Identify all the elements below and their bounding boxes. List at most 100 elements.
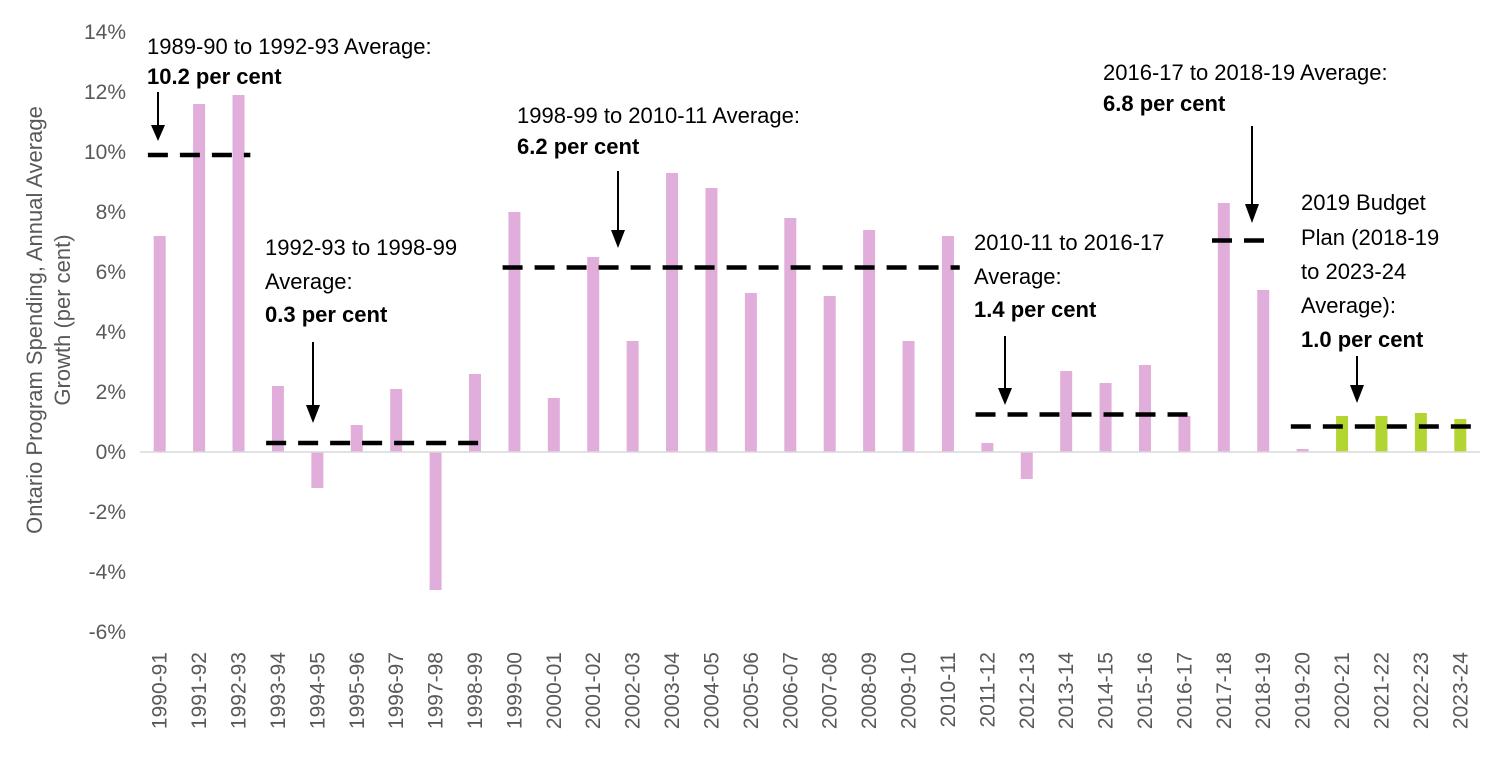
annotation-1989-93-value: 10.2 per cent (147, 64, 282, 89)
bar-2016-17 (1178, 416, 1191, 452)
bar-1995-96 (350, 425, 363, 452)
annotation-1998-2011-text: 1998-99 to 2010-11 Average: (517, 103, 800, 128)
annotation-2010-17: 2010-11 to 2016-17 Average: 1.4 per cent (974, 230, 1164, 405)
x-tick-label: 1999-00 (503, 652, 526, 729)
bar-2012-13 (1020, 452, 1033, 479)
y-tick-label: 0% (96, 441, 126, 464)
down-arrow-icon (998, 336, 1012, 405)
y-axis-title-line-1: Ontario Program Spending, Annual Average (22, 106, 47, 534)
bar-2001-02 (587, 257, 600, 452)
bar-2005-06 (744, 293, 757, 452)
bar-1991-92 (193, 104, 206, 452)
y-tick-label: 4% (96, 321, 126, 344)
bar-1999-00 (508, 212, 521, 452)
bar-2006-07 (784, 218, 797, 452)
bar-1992-93 (232, 95, 245, 452)
annotation-2019-budget-line-1: 2019 Budget (1301, 190, 1426, 215)
bar-2019-20 (1296, 449, 1309, 452)
bar-2004-05 (705, 188, 718, 452)
bar-1998-99 (469, 374, 481, 452)
annotation-1992-99-line-2: Average: (265, 269, 353, 294)
annotation-2019-budget-value: 1.0 per cent (1301, 327, 1424, 352)
y-tick-label: 2% (96, 381, 126, 404)
bar-2011-12 (981, 443, 994, 452)
x-tick-labels: 1990-91 1991-92 1992-93 1993-94 1994-95 1995-… (149, 652, 1473, 729)
annotation-2016-19: 2016-17 to 2018-19 Average: 6.8 per cent (1103, 60, 1388, 223)
x-tick-label: 2001-02 (582, 652, 605, 729)
x-tick-label: 2018-19 (1252, 652, 1275, 729)
down-arrow-icon (611, 171, 625, 248)
bar-2015-16 (1139, 365, 1151, 452)
annotation-1992-99: 1992-93 to 1998-99 Average: 0.3 per cent (265, 235, 457, 423)
x-tick-label: 2023-24 (1449, 652, 1472, 729)
annotation-2019-budget-line-4: Average): (1301, 293, 1396, 318)
bar-1993-94 (271, 386, 284, 452)
annotation-1989-93: 1989-90 to 1992-93 Average: 10.2 per cen… (147, 34, 432, 141)
y-tick-label: 14% (84, 21, 126, 44)
annotation-1989-93-text: 1989-90 to 1992-93 Average: (147, 34, 432, 59)
annotation-2019-budget: 2019 Budget Plan (2018-19 to 2023-24 Ave… (1301, 190, 1439, 403)
annotation-2010-17-value: 1.4 per cent (974, 297, 1097, 322)
x-tick-label: 1992-93 (228, 652, 251, 729)
x-tick-label: 1993-94 (267, 652, 290, 729)
y-tick-label: 8% (96, 201, 126, 224)
x-tick-label: 2019-20 (1292, 652, 1315, 729)
bar-2022-23 (1414, 413, 1427, 452)
bar-2021-22 (1375, 416, 1388, 452)
y-axis-title: Ontario Program Spending, Annual Average… (22, 106, 75, 534)
bar-2000-01 (547, 398, 560, 452)
x-tick-label: 1991-92 (188, 652, 211, 729)
y-tick-label: -4% (89, 561, 126, 584)
y-tick-label: 10% (84, 141, 126, 164)
x-tick-label: 2012-13 (1016, 652, 1039, 729)
x-tick-label: 2013-14 (1055, 652, 1078, 729)
x-tick-label: 2014-15 (1095, 652, 1118, 729)
x-tick-label: 2006-07 (779, 652, 802, 729)
x-tick-label: 2000-01 (543, 652, 566, 729)
annotation-1992-99-value: 0.3 per cent (265, 302, 388, 327)
x-tick-label: 2004-05 (700, 652, 723, 729)
x-tick-label: 2003-04 (661, 652, 684, 729)
down-arrow-icon (1350, 356, 1364, 403)
bar-1996-97 (390, 389, 403, 452)
bar-2002-03 (626, 341, 639, 452)
x-tick-label: 2009-10 (898, 652, 921, 729)
x-tick-label: 2010-11 (937, 652, 960, 728)
bar-2018-19 (1257, 290, 1270, 452)
annotation-1992-99-line-1: 1992-93 to 1998-99 (265, 235, 457, 260)
bar-2017-18 (1217, 203, 1230, 452)
x-tick-label: 2007-08 (819, 652, 842, 729)
annotation-2019-budget-line-3: to 2023-24 (1301, 259, 1406, 284)
x-tick-label: 2008-09 (858, 652, 881, 729)
x-tick-label: 2020-21 (1331, 652, 1354, 729)
x-tick-label: 1996-97 (385, 652, 408, 729)
bar-1994-95 (311, 452, 324, 488)
annotation-2019-budget-line-2: Plan (2018-19 (1301, 225, 1439, 250)
x-tick-label: 2002-03 (622, 652, 645, 729)
x-tick-label: 2005-06 (740, 652, 763, 729)
bar-2023-24 (1454, 419, 1467, 452)
bar-2009-10 (902, 341, 915, 452)
annotation-1998-2011: 1998-99 to 2010-11 Average: 6.2 per cent (517, 103, 800, 248)
down-arrow-icon (151, 92, 165, 141)
bar-1990-91 (153, 236, 166, 452)
down-arrow-icon (1245, 126, 1259, 223)
annotation-2016-19-value: 6.8 per cent (1103, 91, 1226, 116)
x-tick-label: 2022-23 (1410, 652, 1433, 729)
y-tick-label: 12% (84, 81, 126, 104)
annotation-2010-17-line-2: Average: (974, 264, 1062, 289)
x-tick-label: 1995-96 (346, 652, 369, 729)
x-tick-label: 1998-99 (464, 652, 487, 729)
annotation-1998-2011-value: 6.2 per cent (517, 134, 640, 159)
y-axis-title-line-2: Growth (per cent) (50, 234, 75, 405)
x-tick-label: 1994-95 (306, 652, 329, 729)
average-lines (147, 152, 1473, 446)
annotation-2010-17-line-1: 2010-11 to 2016-17 (974, 230, 1164, 255)
y-tick-labels: -6% -4% -2% 0% 2% 4% 6% 8% 10% 12% 14% (84, 21, 126, 644)
x-tick-label: 2011-12 (976, 652, 999, 728)
bar-2014-15 (1099, 383, 1112, 452)
x-tick-label: 2015-16 (1134, 652, 1157, 729)
bar-2003-04 (666, 173, 679, 452)
bar-2020-21 (1336, 416, 1349, 452)
